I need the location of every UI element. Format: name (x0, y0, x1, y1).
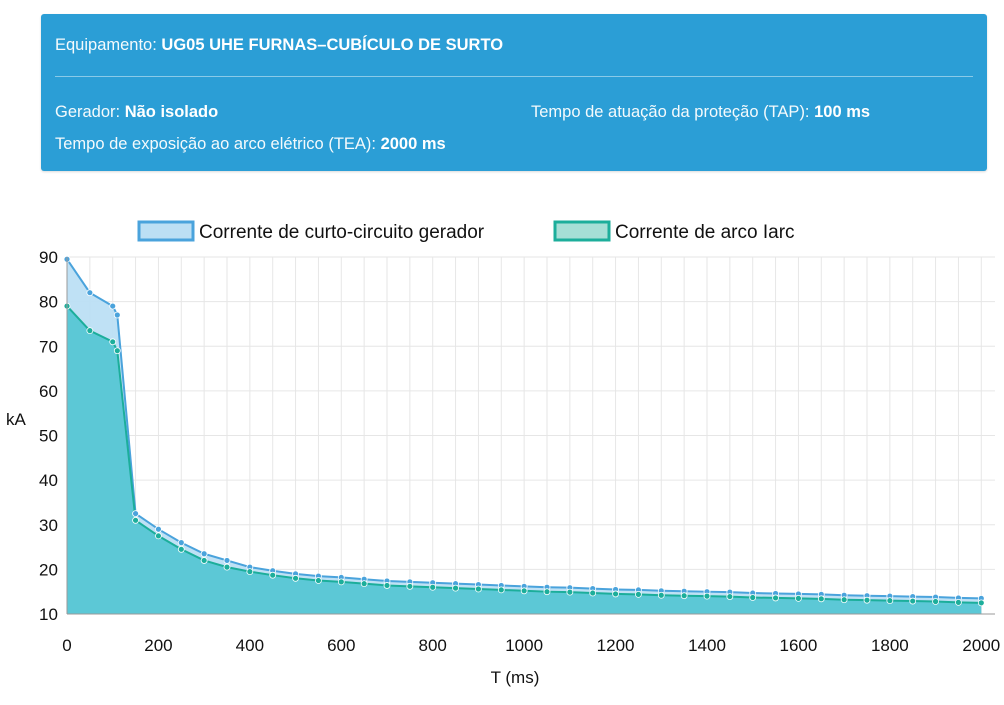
chart-legend[interactable]: Corrente de curto-circuito gerador Corren… (137, 220, 795, 243)
data-point[interactable] (155, 532, 162, 540)
generator-label: Gerador: (55, 103, 125, 121)
data-point[interactable] (315, 577, 322, 584)
x-axis-label: T (ms) (491, 668, 540, 687)
data-point[interactable] (772, 594, 779, 602)
chart-grid (66, 256, 995, 615)
equipment-value: UG05 UHE FURNAS–CUBÍCULO DE SURTO (161, 36, 504, 54)
equipment-label: Equipamento: (55, 36, 162, 54)
data-point[interactable] (200, 550, 208, 558)
legend-swatch-1[interactable] (137, 220, 195, 242)
data-point[interactable] (109, 302, 117, 310)
x-tick-label: 1200 (597, 636, 635, 655)
y-tick-label: 80 (39, 293, 58, 312)
data-point[interactable] (726, 593, 734, 600)
current-chart: 10 20 30 40 50 60 70 80 90 0 200 400 600 800 1000 1200 1… (6, 220, 1000, 687)
data-point[interactable] (863, 596, 871, 604)
legend-label-2[interactable]: Corrente de arco Iarc (615, 222, 795, 243)
chart-axes: 10 20 30 40 50 60 70 80 90 0 200 400 600 800 1000 1200 1… (39, 248, 1000, 655)
generator-row: Gerador: Não isolado (55, 103, 218, 122)
x-tick-label: 200 (144, 636, 172, 655)
data-point[interactable] (566, 588, 574, 596)
data-point[interactable] (886, 597, 894, 605)
data-point[interactable] (383, 582, 391, 589)
data-point[interactable] (292, 574, 299, 582)
x-tick-label: 2000 (962, 636, 1000, 655)
tea-value: 2000 ms (380, 135, 446, 153)
data-point[interactable] (223, 563, 231, 571)
tap-value: 100 ms (814, 103, 871, 121)
generator-value: Não isolado (124, 103, 219, 121)
x-tick-label: 400 (236, 636, 264, 655)
data-point[interactable] (612, 590, 619, 598)
series-line-1 (66, 258, 982, 600)
x-tick-label: 1000 (505, 636, 543, 655)
data-point[interactable] (337, 578, 345, 586)
x-tick-label: 800 (419, 636, 447, 655)
data-point[interactable] (132, 516, 139, 524)
y-tick-label: 40 (39, 471, 58, 490)
panel-divider (55, 76, 973, 77)
data-point[interactable] (132, 510, 139, 517)
series-line-2 (66, 305, 982, 604)
data-point[interactable] (657, 591, 665, 599)
data-point[interactable] (817, 595, 825, 603)
data-point[interactable] (360, 580, 368, 588)
x-tick-label: 1400 (688, 636, 726, 655)
y-tick-label: 20 (39, 560, 58, 579)
data-point[interactable] (955, 598, 962, 606)
tea-label: Tempo de exposição ao arco elétrico (TEA… (55, 135, 381, 153)
tap-label: Tempo de atuação da proteção (TAP): (531, 103, 815, 121)
data-point[interactable] (977, 599, 985, 607)
data-point[interactable] (223, 557, 231, 564)
x-tick-label: 0 (62, 636, 71, 655)
data-point[interactable] (475, 585, 482, 593)
legend-swatch-2[interactable] (553, 220, 611, 242)
data-point[interactable] (246, 568, 254, 576)
data-point[interactable] (635, 590, 642, 598)
data-point[interactable] (497, 586, 505, 594)
data-point[interactable] (520, 587, 528, 595)
data-point[interactable] (177, 539, 185, 547)
data-point[interactable] (86, 289, 94, 297)
data-point[interactable] (177, 545, 185, 553)
data-point[interactable] (109, 338, 117, 346)
y-tick-label: 60 (39, 382, 58, 401)
data-point[interactable] (543, 588, 551, 596)
equipment-row: Equipamento: UG05 UHE FURNAS–CUBÍCULO DE… (55, 36, 503, 55)
y-tick-label: 30 (39, 516, 58, 535)
x-tick-label: 600 (327, 636, 355, 655)
data-point[interactable] (200, 557, 208, 564)
data-point[interactable] (749, 594, 757, 601)
data-point[interactable] (680, 592, 688, 600)
data-point[interactable] (155, 525, 162, 533)
tea-row: Tempo de exposição ao arco elétrico (TEA… (55, 135, 446, 154)
data-point[interactable] (795, 594, 802, 602)
data-point[interactable] (932, 598, 939, 605)
y-tick-label: 70 (39, 337, 58, 356)
data-point[interactable] (589, 589, 597, 597)
data-point[interactable] (113, 311, 121, 319)
chart-areas (66, 258, 982, 614)
y-tick-label: 50 (39, 427, 58, 446)
data-point[interactable] (269, 571, 277, 579)
data-point[interactable] (429, 583, 437, 591)
y-tick-label: 90 (39, 248, 58, 267)
data-point[interactable] (703, 592, 711, 600)
series-area-2 (67, 306, 982, 614)
data-point[interactable] (452, 584, 459, 592)
y-axis-label: kA (6, 410, 27, 429)
data-point[interactable] (406, 582, 414, 590)
data-point[interactable] (113, 347, 121, 355)
x-tick-label: 1800 (871, 636, 909, 655)
tap-row: Tempo de atuação da proteção (TAP): 100 … (531, 103, 870, 122)
x-tick-label: 1600 (780, 636, 818, 655)
chart-points (63, 255, 985, 607)
data-point[interactable] (86, 327, 94, 335)
info-panel: Equipamento: UG05 UHE FURNAS–CUBÍCULO DE… (41, 14, 987, 171)
y-tick-label: 10 (39, 605, 58, 624)
data-point[interactable] (840, 596, 848, 604)
data-point[interactable] (909, 597, 917, 605)
legend-label-1[interactable]: Corrente de curto-circuito gerador (199, 222, 485, 243)
